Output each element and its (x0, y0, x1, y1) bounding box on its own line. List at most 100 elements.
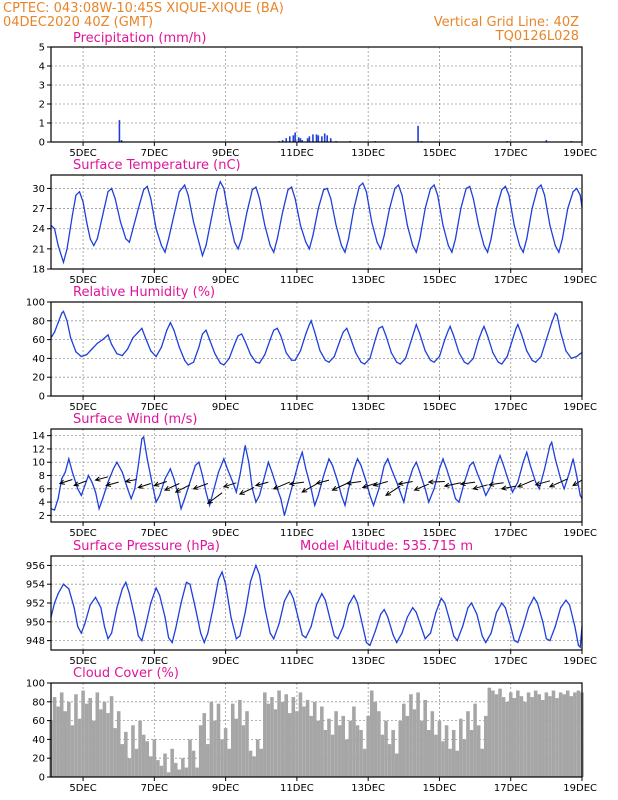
wind-point (164, 478, 166, 480)
temp-point (233, 241, 236, 243)
temp-point (128, 241, 130, 243)
temp-point (107, 191, 109, 193)
temp-point (205, 244, 207, 247)
temp-point (365, 191, 367, 193)
wind-point (226, 468, 229, 470)
rh-point (110, 343, 113, 345)
rh-point (463, 361, 465, 363)
temp-point (490, 238, 492, 240)
cloud-x-tick-label: 15DEC (423, 783, 457, 794)
cloud-bar (348, 720, 353, 777)
pressure-point (365, 641, 367, 644)
cloud-bar (63, 711, 68, 777)
temp-point (371, 221, 373, 223)
wind-point (248, 461, 250, 463)
temp-point (255, 186, 257, 188)
rh-x-tick-label: 11DEC (280, 402, 314, 413)
cloud-bar (548, 696, 552, 777)
precip-bar (297, 137, 300, 142)
rh-point (531, 359, 533, 361)
pressure-point (283, 600, 286, 602)
cloud-x-tick-label: 5DEC (69, 783, 96, 794)
pressure-point (194, 607, 196, 609)
pressure-x-tick-label: 9DEC (212, 656, 239, 667)
wind-point (412, 468, 414, 470)
pressure-point (159, 594, 161, 597)
temp-point (335, 224, 337, 226)
temp-point (340, 244, 343, 247)
cloud-bar (320, 706, 324, 777)
wind-point (310, 488, 312, 490)
pressure-x-tick-label: 19DEC (563, 656, 597, 667)
pressure-point (545, 638, 547, 640)
pressure-point (444, 602, 446, 604)
pressure-point (412, 607, 414, 609)
wind-vector-arrow (427, 479, 445, 485)
rh-point (438, 355, 441, 358)
wind-vector-arrow (385, 485, 401, 497)
cloud-bar (362, 748, 367, 777)
pressure-point (84, 623, 86, 625)
cloud-bar (573, 692, 577, 777)
cloud-bar (519, 696, 524, 777)
wind-point (472, 461, 474, 463)
temp-point (347, 238, 350, 240)
pressure-point (510, 625, 512, 628)
rh-point (390, 352, 392, 354)
cloud-bar (245, 711, 249, 777)
pressure-point (298, 619, 300, 621)
wind-title: Surface Wind (m/s) (73, 412, 197, 427)
pressure-point (264, 607, 266, 609)
pressure-point (68, 588, 70, 590)
temp-point (576, 187, 578, 190)
pressure-point (269, 632, 271, 634)
temp-point (447, 244, 449, 247)
wind-point (538, 488, 540, 490)
cloud-bar (569, 696, 574, 777)
rh-point (299, 350, 302, 352)
temp-x-tick-label: 9DEC (212, 275, 239, 286)
wind-point (495, 464, 498, 467)
temp-point (486, 251, 489, 253)
wind-point (369, 494, 371, 497)
rh-point (447, 329, 449, 331)
cloud-bar (213, 720, 217, 777)
temp-point (57, 244, 59, 247)
cloud-bar (380, 734, 385, 777)
precip-bar (321, 136, 323, 142)
rh-point (223, 364, 225, 366)
rh-point (381, 325, 384, 328)
precip-bar (308, 136, 311, 142)
cloud-bar (131, 725, 135, 777)
cloud-x-tick-label: 9DEC (212, 783, 239, 794)
rh-point (127, 348, 129, 350)
cloud-bar (377, 711, 381, 777)
wind-point (360, 464, 362, 467)
pressure-point (347, 604, 350, 606)
cloud-y-tick-label: 60 (32, 716, 45, 727)
cloud-bar (451, 730, 456, 777)
rh-point (570, 357, 572, 359)
pressure-point (435, 611, 437, 614)
pressure-point (171, 641, 173, 644)
rh-point (385, 335, 387, 337)
temp-point (330, 197, 332, 200)
cloud-bar (248, 750, 253, 777)
pressure-panel: 948 950 952 954 956 5DEC 7DEC 9DEC 11DEC 13DEC 15D… (26, 539, 597, 667)
rh-point (449, 325, 451, 328)
cloud-bar (405, 715, 410, 777)
rh-point (415, 323, 417, 326)
rh-point (80, 355, 82, 358)
precip-bar (118, 120, 121, 142)
wind-point (184, 498, 186, 500)
temp-point (429, 187, 432, 190)
pressure-point (273, 638, 275, 640)
pressure-x-tick-label: 11DEC (280, 656, 314, 667)
precip-bar (417, 125, 419, 142)
rh-point (310, 320, 312, 322)
rh-point (576, 355, 578, 358)
cloud-bar (419, 720, 424, 777)
pressure-point (533, 596, 535, 598)
temp-point (469, 185, 471, 188)
